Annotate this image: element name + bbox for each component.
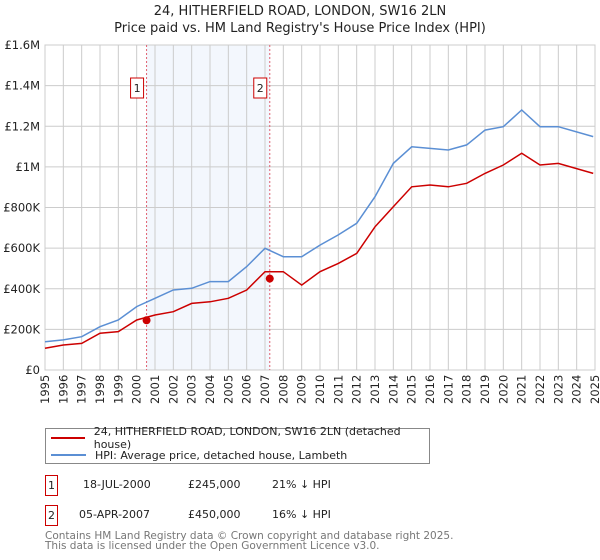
y-tick-label: £1M [15, 160, 40, 174]
transaction-hpi: 21% ↓ HPI [272, 478, 331, 491]
x-tick-label: 2014 [386, 375, 400, 404]
y-tick-label: £1.4M [4, 79, 40, 93]
transaction-date: 18-JUL-2000 [83, 478, 151, 491]
x-tick-label: 2015 [405, 375, 419, 404]
x-tick-label: 2006 [240, 375, 254, 404]
x-tick-label: 2001 [148, 375, 162, 404]
chart-subtitle: Price paid vs. HM Land Registry's House … [114, 21, 486, 36]
x-tick-label: 1997 [75, 375, 89, 404]
x-tick-label: 1999 [111, 375, 125, 404]
x-tick-label: 2004 [203, 375, 217, 404]
y-tick-label: £1.6M [4, 38, 40, 52]
sale-marker-box [253, 77, 268, 99]
transaction-price: £245,000 [188, 478, 241, 491]
x-tick-label: 2002 [166, 375, 180, 404]
x-tick-label: 2025 [588, 375, 600, 404]
x-tick-label: 2017 [441, 375, 455, 404]
x-tick-label: 1996 [56, 375, 70, 404]
x-tick-label: 2022 [533, 375, 547, 404]
x-tick-label: 2023 [551, 375, 565, 404]
x-tick-label: 2016 [423, 375, 437, 404]
footer-line: This data is licensed under the Open Gov… [45, 540, 380, 552]
x-tick-label: 2008 [276, 375, 290, 404]
legend-label: HPI: Average price, detached house, Lamb… [95, 448, 348, 462]
y-tick-label: £200K [3, 322, 40, 336]
legend-item-property: 24, HITHERFIELD ROAD, LONDON, SW16 2LN (… [51, 425, 429, 451]
sale-marker-label: 2 [257, 82, 264, 95]
x-tick-label: 2012 [350, 375, 364, 404]
sale-marker-label: 1 [134, 82, 141, 95]
footer: Contains HM Land Registry data © Crown c… [45, 530, 454, 552]
x-tick-label: 2011 [331, 375, 345, 404]
chart-title: 24, HITHERFIELD ROAD, LONDON, SW16 2LN [153, 4, 447, 19]
transaction-hpi: 16% ↓ HPI [272, 508, 331, 521]
y-tick-label: £0 [25, 363, 40, 377]
footer-line: Contains HM Land Registry data © Crown c… [45, 530, 454, 542]
x-tick-label: 2003 [185, 375, 199, 404]
y-tick-label: £600K [3, 241, 40, 255]
legend: 24, HITHERFIELD ROAD, LONDON, SW16 2LN (… [45, 425, 430, 464]
transaction-marker: 2 [45, 505, 58, 526]
transaction-marker: 1 [45, 475, 58, 496]
x-tick-label: 2024 [570, 375, 584, 404]
x-tick-label: 2000 [130, 375, 144, 404]
x-tick-label: 2009 [295, 375, 309, 404]
x-tick-label: 2005 [221, 375, 235, 404]
x-tick-label: 2019 [478, 375, 492, 404]
plot-border [44, 44, 596, 371]
property-price-line [44, 152, 594, 350]
x-tick-label: 2018 [460, 375, 474, 404]
x-tick-label: 2010 [313, 375, 327, 404]
x-tick-label: 2013 [368, 375, 382, 404]
hpi-line [44, 108, 594, 343]
y-tick-label: £800K [3, 201, 40, 215]
sale-point [142, 316, 151, 325]
x-tick-label: 2007 [258, 375, 272, 404]
price-chart: 1995 1996 1997 1998 1999 2000 2001 2002 2003 2004… [3, 38, 600, 404]
sale-marker-box [130, 77, 145, 99]
x-tick-label: 2020 [496, 375, 510, 404]
legend-swatch-blue [51, 454, 86, 456]
x-tick-label: 2021 [515, 375, 529, 404]
legend-item-hpi: HPI: Average price, detached house, Lamb… [51, 447, 347, 463]
transaction-date: 05-APR-2007 [79, 508, 151, 521]
transaction-price: £450,000 [188, 508, 241, 521]
sale-point [265, 274, 274, 283]
legend-swatch-red [51, 437, 85, 439]
x-tick-label: 1995 [38, 375, 52, 404]
y-tick-label: £400K [3, 282, 40, 296]
x-tick-label: 1998 [93, 375, 107, 404]
y-tick-label: £1.2M [4, 119, 40, 133]
legend-label: 24, HITHERFIELD ROAD, LONDON, SW16 2LN (… [93, 425, 401, 451]
